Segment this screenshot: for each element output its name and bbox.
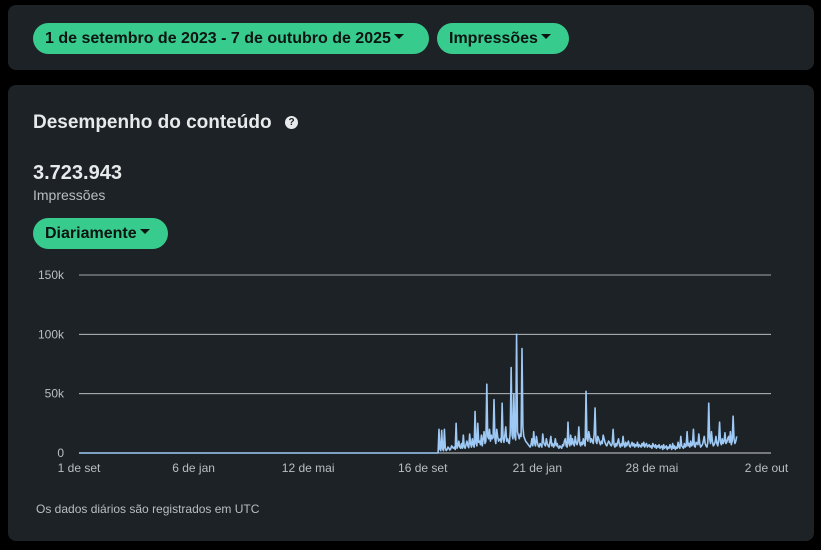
caret-down-icon <box>139 229 150 235</box>
total-impressions-value: 3.723.943 <box>33 162 122 184</box>
interval-dropdown[interactable]: Diariamente <box>33 218 168 249</box>
x-tick-label: 2 de out <box>745 461 789 475</box>
y-tick-label: 50k <box>45 387 65 401</box>
x-tick-label: 21 de jan <box>513 461 562 475</box>
date-range-dropdown[interactable]: 1 de setembro de 2023 - 7 de outubro de … <box>33 23 429 54</box>
series-line-impressions <box>79 333 738 454</box>
impressions-line-chart: 0 50k 100k 150k 1 de set 6 de jan 12 de mai 16 … <box>38 268 789 475</box>
total-impressions-label: Impressões <box>33 187 106 203</box>
content-performance-panel: Desempenho do conteúdo ? 3.723.943 Impre… <box>8 85 814 541</box>
utc-footnote: Os dados diários são registrados em UTC <box>36 502 260 516</box>
section-title: Desempenho do conteúdo <box>33 112 272 133</box>
y-tick-label: 100k <box>38 327 65 341</box>
x-tick-label: 12 de mai <box>282 461 335 475</box>
y-tick-label: 150k <box>38 268 65 282</box>
x-tick-label: 28 de mai <box>626 461 679 475</box>
x-tick-label: 6 de jan <box>172 461 215 475</box>
filter-bar: 1 de setembro de 2023 - 7 de outubro de … <box>8 5 814 70</box>
interval-label: Diariamente <box>45 225 137 242</box>
date-range-label: 1 de setembro de 2023 - 7 de outubro de … <box>45 30 391 47</box>
metric-label: Impressões <box>449 30 538 47</box>
caret-down-icon <box>393 34 404 40</box>
x-tick-label: 16 de set <box>398 461 448 475</box>
caret-down-icon <box>540 34 551 40</box>
x-tick-label: 1 de set <box>58 461 101 475</box>
question-circle-icon[interactable]: ? <box>285 116 298 129</box>
y-tick-label: 0 <box>57 446 64 460</box>
metric-dropdown[interactable]: Impressões <box>437 23 569 54</box>
